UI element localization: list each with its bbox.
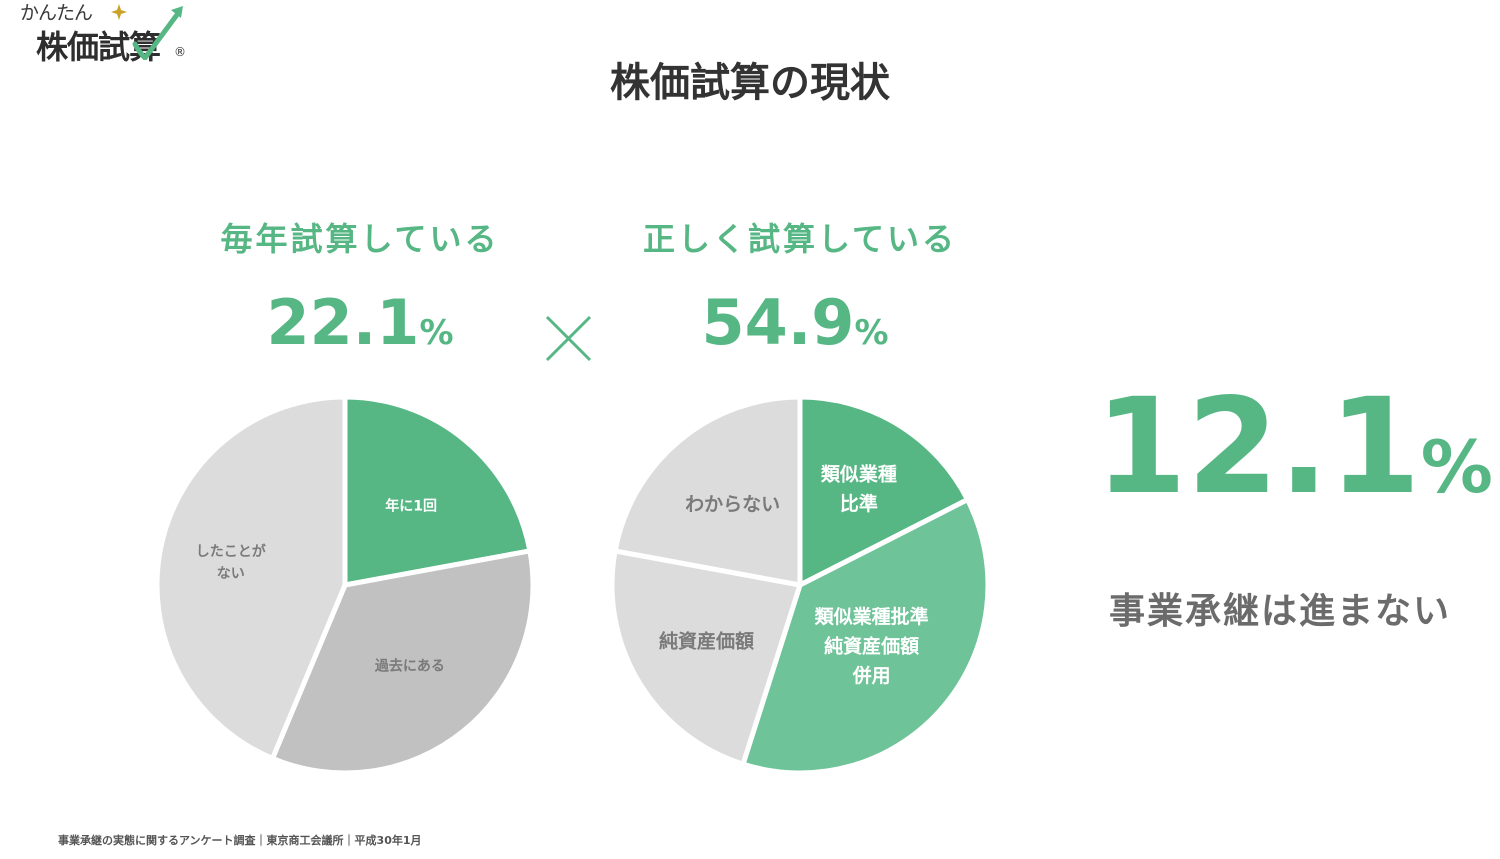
pie-slice-label: 純資産価額 [659,630,754,653]
logo-small-text: かんたん [20,2,93,24]
pie-slice-label: わからない [685,494,780,516]
pie-slice [609,548,803,767]
correct-percent-value: 54.9 [701,286,855,359]
pie-slice [797,394,971,588]
source-note: 事業承継の実態に関するアンケート調査｜東京商工会議所｜平成30年1月 [58,834,422,847]
pie-slice [154,394,348,761]
correct-calculation-label: 正しく試算している [642,220,958,258]
logo-check-arrow-icon [111,4,183,60]
multiply-sign-icon [545,315,592,362]
app-logo: かんたん 株価試算 ® [14,0,204,70]
annual-calculation-percent: 22.1% [190,286,530,359]
logo-main-text: 株価試算 [36,28,161,66]
result-percent-value: 12.1 [1095,370,1421,524]
pie-slice-label: 類似業種比準 [820,463,897,515]
pie-slice-label: したことがない [196,543,267,582]
pie-slice-label: 過去にある [374,657,445,674]
pie-slice [740,497,991,776]
correct-percent-unit: % [854,313,889,353]
annual-calculation-label: 毎年試算している [220,220,500,258]
logo-registered-mark: ® [174,45,186,59]
combined-result-percent: 12.1% [1095,370,1493,524]
result-caption: 事業承継は進まない [1108,591,1451,632]
pie-slice [612,394,803,588]
annual-percent-unit: % [419,313,454,353]
pie-slice-label: 類似業種批準純資産価額併用 [814,605,929,687]
pie-slice-label: 年に1回 [385,497,437,514]
result-percent-unit: % [1420,425,1493,509]
pie-slice [342,394,533,588]
correct-calculation-percent: 54.9% [620,286,970,359]
page-title: 株価試算の現状 [610,60,890,106]
annual-percent-value: 22.1 [266,286,420,359]
